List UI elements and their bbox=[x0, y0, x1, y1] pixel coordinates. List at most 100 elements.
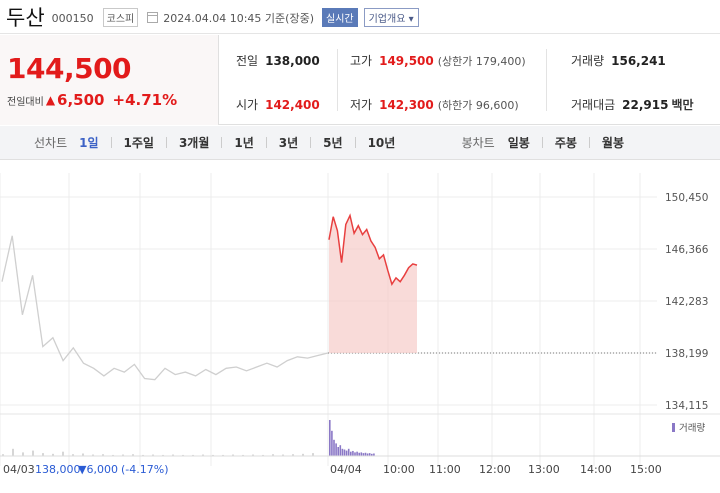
volume-legend-swatch bbox=[672, 423, 675, 432]
volume-bar bbox=[356, 451, 358, 456]
volume-bar bbox=[242, 454, 244, 456]
price-summary: 144,500 전일대비 ▲ 6,500 +4.71% bbox=[0, 35, 219, 125]
tab-1y[interactable]: 1년 bbox=[234, 136, 254, 150]
chart-svg: 150,450 146,366 142,283 138,199 134,115 거래량 04… bbox=[0, 173, 720, 476]
y-tick-label: 150,450 bbox=[665, 192, 708, 204]
prev-change-value: ▼6,000 bbox=[78, 463, 118, 476]
change-amount: 6,500 bbox=[57, 91, 105, 109]
low-value: 142,300 bbox=[379, 98, 434, 112]
volume-bar bbox=[152, 454, 154, 456]
volume-bar bbox=[364, 452, 367, 456]
tab-1w[interactable]: 1주일 bbox=[123, 136, 154, 150]
tab-5y[interactable]: 5년 bbox=[323, 136, 343, 150]
prev-close: 전일 138,000 bbox=[236, 52, 320, 69]
divider bbox=[221, 137, 223, 148]
prev-day-label: 04/03 bbox=[3, 463, 35, 476]
price-chart: 150,450 146,366 142,283 138,199 134,115 거래량 04… bbox=[0, 161, 720, 489]
volume-bar bbox=[52, 453, 54, 456]
volume-bar bbox=[92, 454, 94, 456]
change-percent: +4.71% bbox=[112, 91, 178, 109]
open-label: 시가 bbox=[236, 98, 259, 112]
change-row: 전일대비 ▲ 6,500 +4.71% bbox=[7, 91, 177, 109]
upper-limit: (상한가 179,400) bbox=[437, 55, 526, 68]
realtime-button[interactable]: 실시간 bbox=[322, 8, 358, 27]
high-price: 고가 149,500 (상한가 179,400) bbox=[350, 52, 526, 69]
tab-daily[interactable]: 일봉 bbox=[507, 136, 530, 150]
current-price: 144,500 bbox=[7, 52, 132, 85]
volume-bar bbox=[72, 454, 74, 456]
divider bbox=[546, 49, 547, 111]
divider bbox=[265, 137, 267, 148]
volume-bar bbox=[262, 454, 264, 456]
volume-bar bbox=[82, 453, 84, 456]
prev-day-line bbox=[1, 235, 329, 381]
line-chart-title: 선차트 bbox=[34, 136, 68, 150]
volume-bar bbox=[358, 452, 360, 456]
volume-bar bbox=[373, 453, 375, 456]
tab-monthly[interactable]: 월봉 bbox=[601, 136, 624, 150]
x-tick-label: 11:00 bbox=[429, 463, 461, 476]
y-tick-label: 142,283 bbox=[665, 296, 708, 308]
volume-bar bbox=[343, 449, 346, 456]
timestamp: 2024.04.04 10:45 기준(장중) bbox=[163, 11, 314, 25]
divider bbox=[110, 137, 112, 148]
volume-bar bbox=[232, 454, 234, 456]
volume-bar bbox=[42, 453, 44, 456]
volume-bar bbox=[339, 445, 342, 456]
high-value: 149,500 bbox=[379, 54, 434, 68]
tab-3y[interactable]: 3년 bbox=[278, 136, 299, 150]
volume-bar bbox=[352, 450, 354, 456]
open-value: 142,400 bbox=[265, 98, 320, 112]
tab-1d[interactable]: 1일 bbox=[79, 136, 99, 150]
low-label: 저가 bbox=[350, 98, 373, 112]
market-badge: 코스피 bbox=[102, 8, 139, 27]
stock-header: 두산 000150 코스피 2024.04.04 10:45 기준(장중) 실시… bbox=[0, 0, 720, 34]
prev-change-percent: (-4.17%) bbox=[121, 463, 169, 476]
volume-bar bbox=[12, 448, 14, 456]
volume-bar bbox=[360, 452, 363, 456]
trade-amount: 거래대금 22,915 백만 bbox=[571, 96, 694, 113]
volume-bar bbox=[222, 454, 224, 456]
amount-unit: 백만 bbox=[671, 98, 694, 112]
volume-bar bbox=[252, 454, 254, 456]
volume-bar bbox=[62, 451, 64, 456]
volume-bar bbox=[172, 454, 174, 456]
prev-close-value: 138,000 bbox=[265, 54, 320, 68]
divider bbox=[354, 137, 356, 148]
volume-bar bbox=[368, 453, 371, 456]
volume-bar bbox=[371, 453, 373, 456]
volume-bar bbox=[345, 450, 348, 456]
tab-3m[interactable]: 3개월 bbox=[178, 136, 210, 150]
volume-bar bbox=[292, 454, 294, 456]
volume-bar bbox=[192, 454, 194, 456]
volume-bar bbox=[112, 454, 114, 456]
today-price-line bbox=[328, 213, 418, 286]
volume-bar bbox=[337, 447, 339, 456]
volume-legend-label: 거래량 bbox=[679, 422, 705, 434]
volume-value: 156,241 bbox=[611, 54, 666, 68]
chart-tab-bar: 선차트 1일 1주일 3개월 1년 3년 5년 10년 봉차트 일봉 주봉 월봉 bbox=[0, 126, 720, 160]
divider bbox=[541, 137, 543, 148]
company-overview-button[interactable]: 기업개요 ▾ bbox=[363, 8, 419, 27]
volume-bar bbox=[282, 454, 284, 456]
candle-chart-title: 봉차트 bbox=[461, 136, 495, 150]
volume-bar bbox=[132, 454, 134, 456]
calendar-icon bbox=[147, 12, 159, 23]
stock-code: 000150 bbox=[51, 11, 94, 25]
price-panel: 144,500 전일대비 ▲ 6,500 +4.71% 전일 138,000 시… bbox=[0, 35, 720, 125]
up-arrow-icon: ▲ bbox=[45, 93, 56, 107]
lower-limit: (하한가 96,600) bbox=[437, 99, 519, 112]
high-label: 고가 bbox=[350, 54, 373, 68]
volume-bar bbox=[302, 453, 304, 456]
x-tick-label: 15:00 bbox=[630, 463, 662, 476]
volume-bar bbox=[102, 454, 104, 456]
stock-name: 두산 bbox=[6, 5, 45, 30]
tab-weekly[interactable]: 주봉 bbox=[554, 136, 577, 150]
divider bbox=[337, 49, 338, 111]
x-tick-label: 12:00 bbox=[479, 463, 511, 476]
tab-10y[interactable]: 10년 bbox=[367, 136, 396, 150]
amount-label: 거래대금 bbox=[571, 98, 616, 112]
divider bbox=[165, 137, 167, 148]
volume-bar bbox=[22, 452, 24, 456]
volume-bar bbox=[312, 453, 314, 456]
